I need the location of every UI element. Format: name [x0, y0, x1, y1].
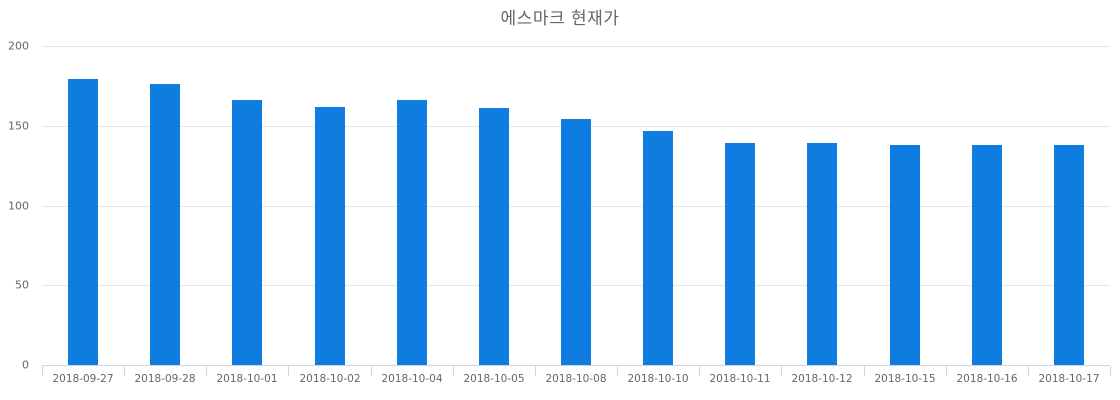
x-tick [1028, 366, 1029, 376]
x-tick [453, 366, 454, 376]
bar-2018-09-27[interactable] [68, 79, 98, 365]
x-tick-label: 2018-10-02 [299, 373, 361, 385]
x-tick-label: 2018-10-05 [463, 373, 525, 385]
x-tick [124, 366, 125, 376]
x-tick [781, 366, 782, 376]
y-tick-label: 100 [8, 199, 29, 212]
bar-2018-10-05[interactable] [479, 108, 509, 365]
y-tick-label: 200 [8, 39, 29, 53]
gridline [42, 46, 1110, 47]
bar-2018-10-11[interactable] [725, 143, 755, 365]
bar-2018-10-02[interactable] [315, 107, 345, 365]
x-tick [617, 366, 618, 376]
bar-2018-09-28[interactable] [150, 84, 180, 365]
bar-2018-10-12[interactable] [807, 143, 837, 365]
y-tick-label: 0 [22, 358, 29, 372]
x-tick-label: 2018-10-16 [956, 373, 1018, 385]
x-tick [206, 366, 207, 376]
x-tick-label: 2018-10-15 [874, 373, 936, 385]
x-axis-line [42, 365, 1110, 366]
bar-2018-10-17[interactable] [1054, 145, 1084, 365]
x-tick-label: 2018-10-12 [791, 373, 853, 385]
x-tick [946, 366, 947, 376]
bar-2018-10-01[interactable] [232, 100, 262, 365]
x-tick-label: 2018-10-01 [216, 373, 278, 385]
x-tick-label: 2018-10-08 [545, 373, 607, 385]
x-tick [42, 366, 43, 376]
bar-2018-10-15[interactable] [890, 145, 920, 365]
x-tick-label: 2018-10-11 [709, 373, 771, 385]
x-tick [535, 366, 536, 376]
x-tick-label: 2018-10-04 [381, 373, 443, 385]
bar-2018-10-08[interactable] [561, 119, 591, 365]
x-tick [1110, 366, 1111, 376]
chart-title: 에스마크 현재가 [500, 9, 620, 29]
bar-2018-10-04[interactable] [397, 100, 427, 365]
x-tick-label: 2018-09-28 [134, 373, 196, 385]
x-tick [864, 366, 865, 376]
x-tick-label: 2018-10-10 [627, 373, 689, 385]
bar-2018-10-10[interactable] [643, 131, 673, 365]
x-tick [288, 366, 289, 376]
bar-2018-10-16[interactable] [972, 145, 1002, 365]
x-tick [699, 366, 700, 376]
y-tick-label: 150 [8, 119, 29, 133]
x-tick [371, 366, 372, 376]
y-tick-label: 50 [15, 278, 29, 292]
x-tick-label: 2018-09-27 [52, 373, 114, 385]
x-tick-label: 2018-10-17 [1038, 373, 1100, 385]
